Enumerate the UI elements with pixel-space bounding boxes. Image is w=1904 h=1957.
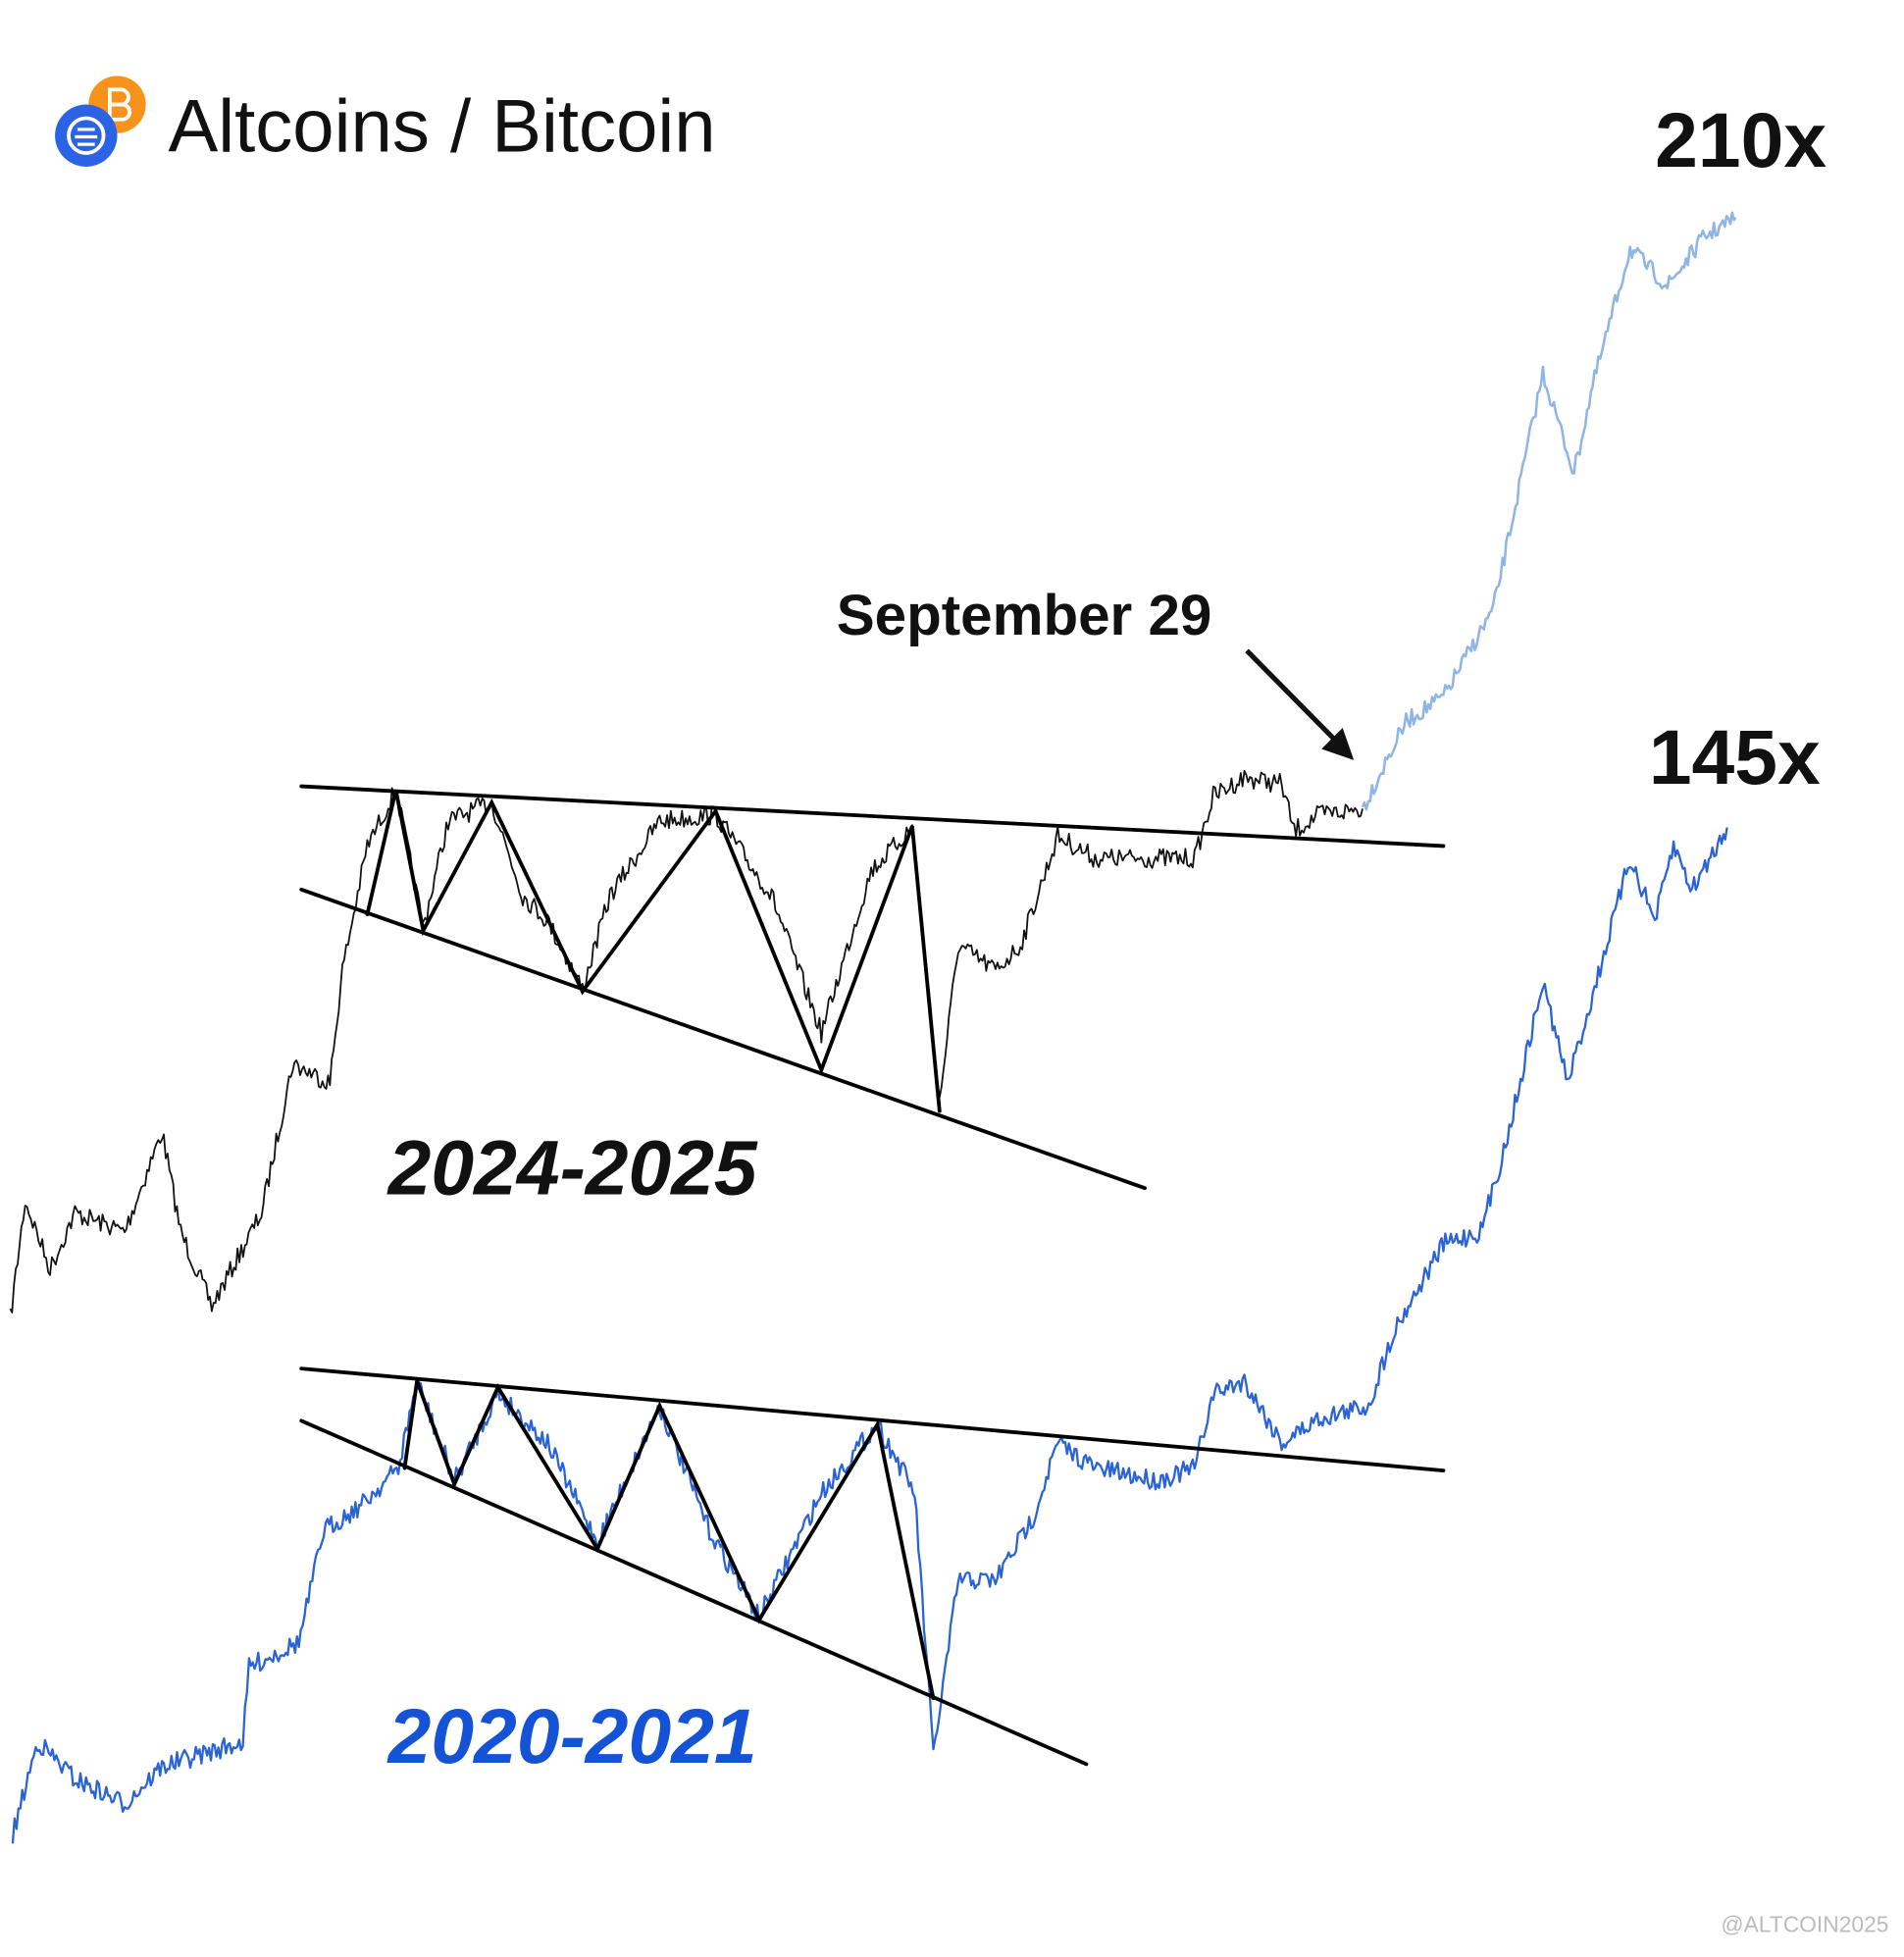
price-line — [1361, 211, 1737, 811]
price-line — [9, 769, 1364, 1313]
zigzag — [365, 789, 942, 1113]
date-annotation: September 29 — [837, 584, 1212, 647]
watermark: @ALTCOIN2025 — [1721, 1912, 1888, 1937]
trendline — [299, 784, 1446, 849]
multiple-label: 210x — [1655, 97, 1827, 183]
wedge-recent — [299, 784, 1446, 1191]
wedge-past — [299, 1366, 1446, 1767]
period-label: 2020-2021 — [386, 1693, 757, 1779]
bitcoin-glyph — [107, 87, 131, 122]
logo — [55, 76, 146, 167]
chart-title: Altcoins / Bitcoin — [168, 85, 715, 169]
multiple-label: 145x — [1649, 714, 1821, 800]
altcoin-glyph — [67, 116, 106, 155]
arrow — [1245, 648, 1355, 760]
period-label: 2024-2025 — [386, 1125, 758, 1211]
arrow-head — [1321, 727, 1355, 760]
trendline — [299, 1366, 1446, 1473]
price-lines — [9, 211, 1737, 1844]
price-line — [11, 827, 1728, 1844]
altcoin-glyph-lines — [75, 128, 98, 146]
trendline — [299, 1418, 1089, 1767]
zigzag — [402, 1380, 936, 1701]
trendline — [299, 887, 1147, 1191]
arrow-shaft — [1245, 648, 1344, 748]
